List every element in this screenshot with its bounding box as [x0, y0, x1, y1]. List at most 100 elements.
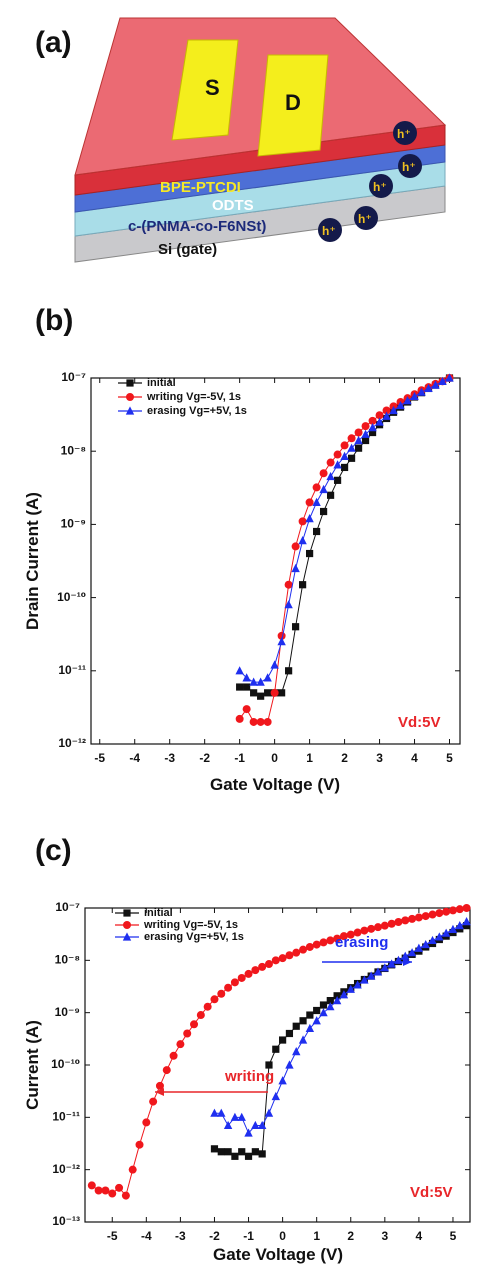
marker — [326, 936, 335, 945]
hole — [398, 154, 422, 178]
series-line — [239, 377, 450, 683]
marker — [251, 966, 260, 975]
x-tick-label: 1 — [306, 751, 313, 765]
marker — [387, 959, 396, 968]
marker — [235, 714, 244, 723]
marker — [462, 916, 471, 926]
marker — [353, 928, 362, 937]
marker — [128, 1165, 137, 1174]
x-tick-label: 5 — [446, 751, 453, 765]
legend-label: erasing Vg=+5V, 1s — [147, 405, 247, 417]
hole-label: h⁺ — [322, 224, 336, 238]
marker — [278, 1076, 287, 1085]
marker — [265, 1061, 273, 1069]
marker — [368, 423, 377, 432]
y-tick-label: 10⁻⁹ — [55, 1005, 80, 1019]
annotation: Vd:5V — [398, 714, 441, 731]
marker — [312, 940, 321, 949]
layer-label: Si (gate) — [158, 241, 217, 258]
marker — [291, 542, 300, 551]
marker — [230, 1112, 240, 1121]
marker — [407, 948, 417, 957]
marker — [264, 689, 272, 697]
marker — [244, 1128, 253, 1137]
marker — [435, 932, 444, 941]
marker — [271, 956, 280, 965]
marker — [380, 963, 390, 972]
hole-label: h⁺ — [373, 180, 387, 194]
x-tick-label: 4 — [416, 1229, 423, 1243]
marker — [373, 967, 383, 976]
marker — [244, 969, 253, 978]
hole-label: h⁺ — [358, 212, 372, 226]
source-electrode — [171, 39, 239, 141]
hole-label: h⁺ — [402, 160, 416, 174]
marker — [264, 1108, 274, 1117]
marker — [361, 429, 370, 438]
marker — [414, 943, 424, 952]
panel-label: (b) — [35, 304, 73, 337]
marker — [319, 1008, 328, 1017]
marker — [121, 1191, 130, 1200]
series-line — [239, 377, 450, 697]
x-tick-label: 3 — [381, 1229, 388, 1243]
marker — [333, 992, 341, 1000]
marker — [347, 443, 356, 452]
y-tick-label: 10⁻¹² — [58, 736, 86, 750]
device-schematic: (a) S D BPE-PTCDI ODTS c-(PNMA-co-F6NSt)… — [35, 17, 447, 263]
x-tick-label: 1 — [313, 1229, 320, 1243]
marker — [142, 1118, 151, 1127]
marker — [176, 1040, 185, 1049]
marker — [230, 978, 239, 987]
marker — [353, 980, 362, 989]
x-tick-label: -3 — [164, 751, 175, 765]
arrow-head — [403, 958, 412, 966]
annotation: writing — [224, 1068, 274, 1085]
marker — [277, 631, 286, 640]
marker — [403, 396, 412, 405]
y-tick-label: 10⁻¹¹ — [58, 663, 86, 677]
hole — [393, 121, 417, 145]
marker — [277, 637, 286, 646]
marker — [326, 1002, 335, 1011]
hole — [318, 218, 342, 242]
marker — [312, 497, 321, 506]
marker — [333, 450, 342, 459]
hole — [354, 206, 378, 230]
marker — [292, 623, 300, 631]
marker — [346, 930, 355, 939]
marker — [249, 717, 258, 726]
y-tick-label: 10⁻¹² — [52, 1162, 80, 1176]
legend-marker — [122, 932, 132, 941]
marker — [238, 1148, 246, 1156]
marker — [272, 1045, 280, 1053]
marker — [210, 995, 219, 1004]
marker — [319, 469, 328, 478]
series-line — [239, 377, 450, 723]
marker — [244, 1152, 253, 1160]
y-tick-label: 10⁻¹¹ — [52, 1110, 80, 1124]
marker — [183, 1029, 192, 1038]
legend-label: initial — [147, 377, 176, 389]
marker — [448, 924, 458, 934]
marker — [279, 1036, 287, 1044]
marker — [401, 916, 410, 925]
marker — [340, 463, 349, 472]
marker — [410, 391, 419, 401]
marker — [258, 1150, 266, 1158]
marker — [382, 411, 391, 420]
marker — [305, 942, 314, 951]
y-tick-label: 10⁻⁷ — [61, 370, 86, 384]
marker — [417, 387, 426, 396]
marker — [435, 909, 444, 918]
marker — [319, 1001, 328, 1009]
marker — [278, 689, 286, 697]
marker — [387, 919, 396, 928]
legend-label: initial — [144, 907, 173, 919]
marker — [217, 989, 226, 998]
x-tick-label: -2 — [199, 751, 210, 765]
marker — [305, 498, 314, 507]
marker — [428, 935, 437, 945]
x-tick-label: 4 — [411, 751, 418, 765]
y-tick-label: 10⁻⁸ — [55, 953, 80, 967]
